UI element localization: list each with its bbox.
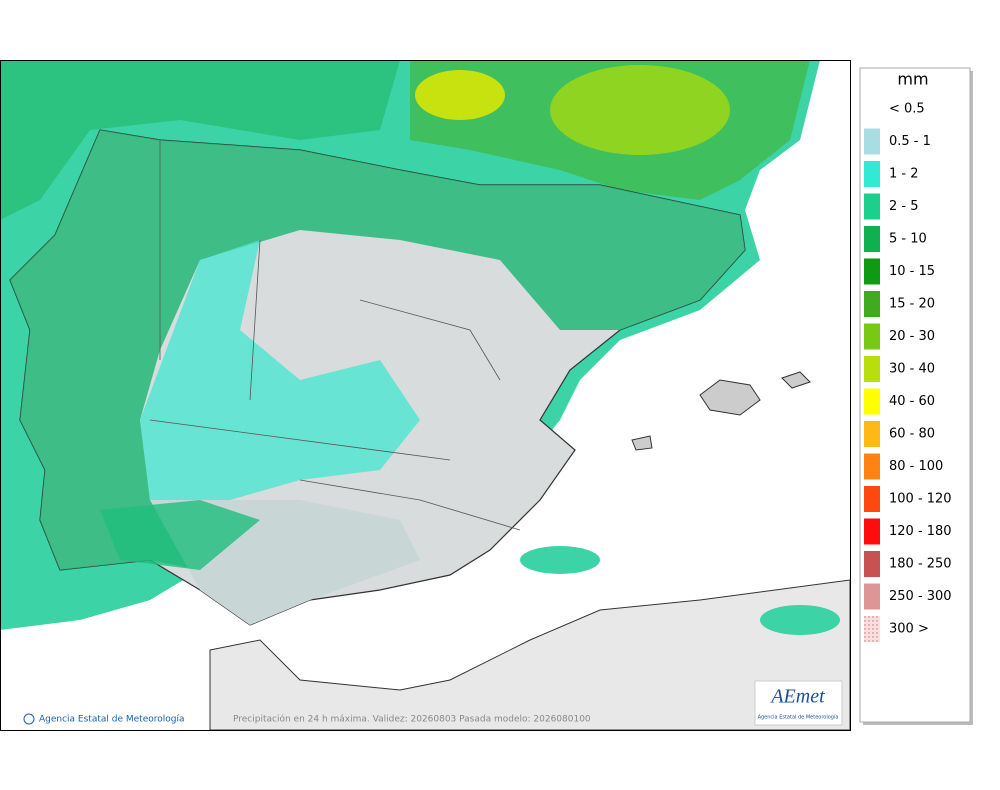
precip-sea-cell	[760, 605, 840, 635]
legend-label: 0.5 - 1	[889, 134, 931, 149]
credit: Agencia Estatal de Meteorología	[39, 715, 185, 725]
legend-swatch	[864, 356, 880, 382]
legend-swatch	[864, 518, 880, 545]
precip-france-high	[415, 70, 505, 120]
precip-sea-cell	[520, 546, 600, 574]
legend-label: 30 - 40	[889, 362, 935, 377]
legend-swatch	[864, 323, 880, 350]
region-borders	[149, 140, 521, 531]
logo-subtitle: Agencia Estatal de Meteorología	[758, 714, 839, 721]
legend-label: 40 - 60	[889, 394, 935, 409]
legend-label: < 0.5	[889, 102, 925, 117]
map	[1, 60, 850, 730]
legend-swatch	[864, 421, 880, 447]
legend-swatch	[864, 551, 880, 577]
legend-label: 80 - 100	[889, 459, 943, 474]
precip-france-high	[550, 65, 730, 155]
legend-label: 180 - 250	[889, 557, 952, 572]
legend-swatch	[864, 486, 880, 512]
legend-swatch	[864, 161, 880, 187]
copyright-icon	[23, 713, 35, 725]
legend-label: 300 >	[889, 622, 929, 637]
legend-label: 20 - 30	[889, 329, 935, 344]
ibiza	[631, 435, 653, 451]
legend-items: < 0.5 0.5 - 1 1 - 2 2 - 5 5 - 10 10 - 15 15 - …	[864, 102, 952, 642]
menorca	[781, 371, 811, 389]
legend-swatch	[864, 193, 880, 220]
legend-label: 60 - 80	[889, 427, 935, 442]
africa	[209, 579, 850, 730]
precip-atlantic	[1, 60, 400, 220]
caption: Precipitación en 24 h máxima. Validez: 2…	[233, 714, 591, 725]
legend-label: 15 - 20	[889, 297, 935, 312]
legend-label: 100 - 120	[889, 492, 952, 507]
legend-label: 250 - 300	[889, 589, 952, 604]
legend-label: 5 - 10	[889, 232, 927, 247]
legend-label: 2 - 5	[889, 199, 919, 214]
precip-sw	[100, 500, 260, 570]
precip-center	[140, 240, 420, 500]
legend-swatch	[864, 258, 880, 285]
legend-swatch	[864, 128, 880, 155]
legend-swatch	[864, 583, 880, 610]
legend-swatch	[864, 453, 880, 480]
precip-north	[10, 130, 745, 570]
legend-swatch	[864, 291, 880, 317]
legend-label: 120 - 180	[889, 524, 952, 539]
legend-label: 10 - 15	[889, 264, 935, 279]
mallorca	[699, 379, 761, 416]
map-frame	[0, 60, 851, 731]
legend-swatch	[864, 616, 880, 642]
legend-unit: mm	[897, 70, 928, 89]
legend-label: 1 - 2	[889, 167, 919, 182]
logo-name: AEmet	[769, 686, 825, 708]
legend-swatch	[864, 226, 880, 252]
logo-box	[754, 680, 843, 726]
legend-swatch	[864, 388, 880, 415]
